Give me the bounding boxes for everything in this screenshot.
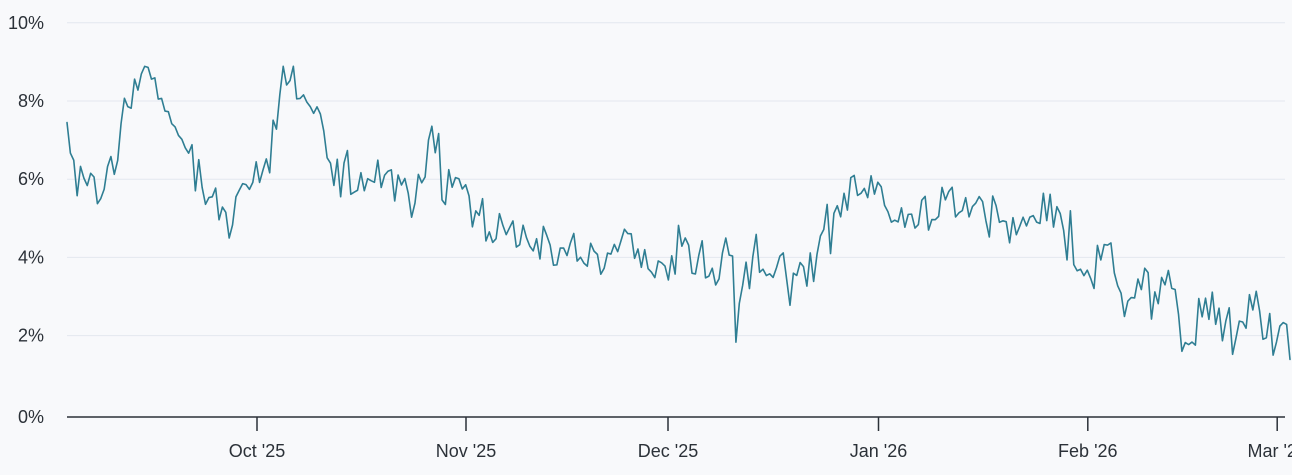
- svg-text:2%: 2%: [18, 326, 44, 346]
- svg-text:10%: 10%: [8, 13, 44, 33]
- svg-text:0%: 0%: [18, 407, 44, 427]
- svg-text:Dec '25: Dec '25: [638, 441, 698, 461]
- svg-text:Jan '26: Jan '26: [850, 441, 907, 461]
- svg-text:Feb '26: Feb '26: [1058, 441, 1117, 461]
- svg-text:8%: 8%: [18, 91, 44, 111]
- svg-text:Oct '25: Oct '25: [229, 441, 285, 461]
- svg-text:4%: 4%: [18, 247, 44, 267]
- svg-text:6%: 6%: [18, 169, 44, 189]
- svg-text:Mar '26: Mar '26: [1247, 441, 1292, 461]
- svg-text:Nov '25: Nov '25: [436, 441, 496, 461]
